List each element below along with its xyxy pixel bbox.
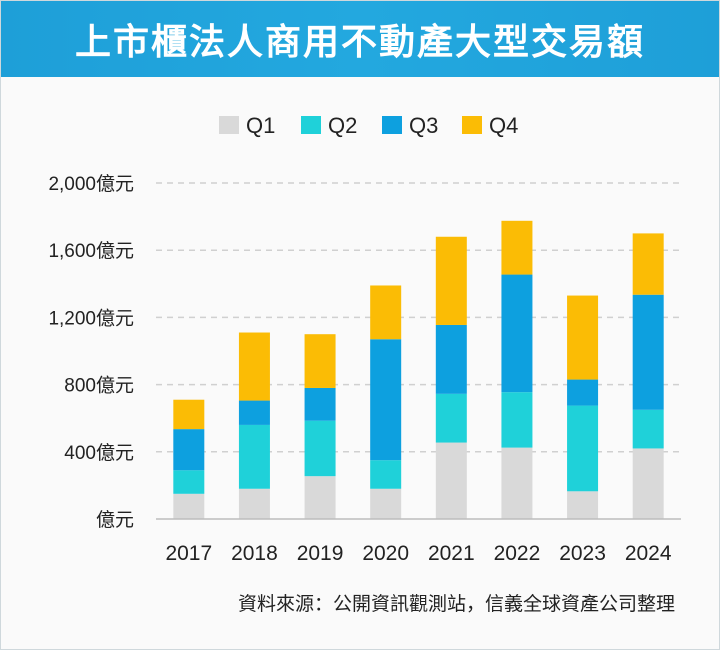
- gridlines: [156, 182, 681, 453]
- y-axis-ticks: 億元 400億元 800億元 1,200億元 1,600億元 2,000億元: [48, 173, 134, 531]
- bar-2018-q3: [238, 400, 270, 425]
- bar-2023-q3: [567, 379, 599, 406]
- bar-2019-q3: [304, 387, 336, 421]
- y-tick-label: 億元: [96, 509, 134, 531]
- bar-2022-q3: [501, 274, 533, 393]
- bar-2021-q3: [435, 324, 467, 394]
- bar-2018-q2: [238, 424, 270, 489]
- legend-label-q1: Q1: [246, 113, 275, 138]
- bar-2019-q2: [304, 420, 336, 477]
- x-tick-label: 2022: [494, 542, 541, 565]
- source-note: 資料來源：公開資訊觀測站，信義全球資產公司整理: [237, 593, 675, 615]
- bar-2022-q1: [501, 447, 533, 519]
- y-tick-label: 2,000億元: [48, 173, 134, 195]
- legend-swatch-q4: [462, 116, 482, 134]
- bar-2020-q3: [370, 339, 402, 461]
- chart-title: 上市櫃法人商用不動產大型交易額: [74, 22, 645, 63]
- bar-2021-q4: [435, 236, 467, 325]
- bar-2018-q1: [238, 488, 270, 519]
- x-axis-ticks: 2017 2018 2019 2020 2021 2022 2023 2024: [165, 542, 671, 565]
- bar-2017-q2: [173, 470, 205, 494]
- bar-2023-q1: [567, 491, 599, 519]
- bar-2024-q1: [632, 448, 664, 519]
- bar-2019-q1: [304, 476, 336, 519]
- title-bar: 上市櫃法人商用不動產大型交易額: [1, 1, 719, 77]
- legend-swatch-q3: [382, 116, 402, 134]
- bar-2022-q4: [501, 220, 533, 275]
- x-tick-label: 2018: [231, 542, 278, 565]
- bar-2024-q3: [632, 294, 664, 410]
- bar-2023-q4: [567, 295, 599, 380]
- bar-2019-q4: [304, 334, 336, 388]
- bar-2022-q2: [501, 392, 533, 448]
- bar-2020-q4: [370, 285, 402, 340]
- y-tick-label: 1,600億元: [48, 240, 134, 262]
- legend-label-q4: Q4: [489, 113, 518, 138]
- legend-swatch-q1: [219, 116, 239, 134]
- x-tick-label: 2020: [362, 542, 409, 565]
- bar-2017-q4: [173, 399, 205, 430]
- bars: [173, 220, 664, 519]
- x-tick-label: 2019: [297, 542, 344, 565]
- legend-label-q3: Q3: [409, 113, 438, 138]
- bar-2021-q1: [435, 442, 467, 519]
- y-tick-label: 400億元: [64, 442, 134, 464]
- x-tick-label: 2023: [559, 542, 606, 565]
- stacked-bar-chart: Q1 Q2 Q3 Q4 億元 400億元 800億元 1,200億元 1,600億元 2,000…: [48, 113, 681, 565]
- bar-2017-q3: [173, 429, 205, 471]
- y-tick-label: 1,200億元: [48, 307, 134, 329]
- x-tick-label: 2017: [165, 542, 212, 565]
- bar-2020-q1: [370, 488, 402, 519]
- legend: Q1 Q2 Q3 Q4: [219, 113, 518, 138]
- legend-label-q2: Q2: [328, 113, 357, 138]
- bar-2024-q2: [632, 409, 664, 449]
- bar-2024-q4: [632, 233, 664, 295]
- y-tick-label: 800億元: [64, 375, 134, 397]
- x-tick-label: 2021: [428, 542, 475, 565]
- bar-2021-q2: [435, 393, 467, 443]
- x-tick-label: 2024: [625, 542, 672, 565]
- bar-2023-q2: [567, 405, 599, 492]
- bar-2018-q4: [238, 332, 270, 401]
- legend-swatch-q2: [301, 116, 321, 134]
- bar-2020-q2: [370, 460, 402, 489]
- bar-2017-q1: [173, 493, 205, 519]
